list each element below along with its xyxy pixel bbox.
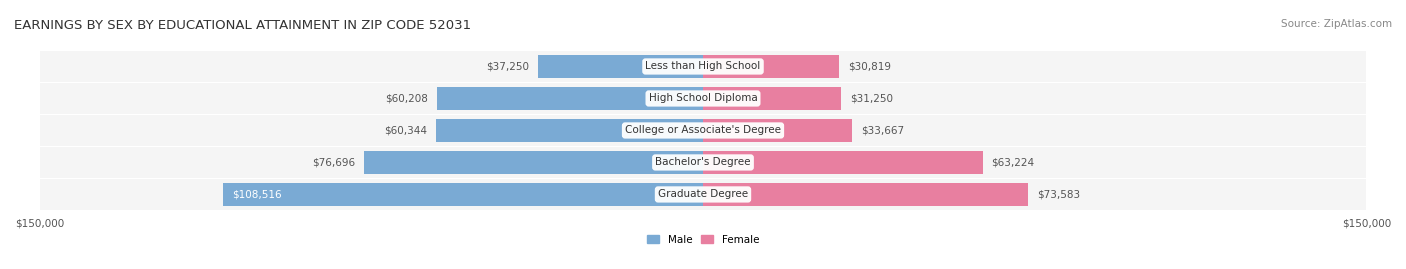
Bar <box>39 115 1367 146</box>
Text: $73,583: $73,583 <box>1038 189 1080 199</box>
Text: High School Diploma: High School Diploma <box>648 93 758 104</box>
Bar <box>39 83 1367 114</box>
Text: $60,208: $60,208 <box>385 93 427 104</box>
Text: Less than High School: Less than High School <box>645 62 761 72</box>
Bar <box>703 55 839 78</box>
Text: $37,250: $37,250 <box>486 62 530 72</box>
Text: $76,696: $76,696 <box>312 157 354 167</box>
Text: $60,344: $60,344 <box>384 125 427 136</box>
Text: $30,819: $30,819 <box>848 62 891 72</box>
Bar <box>703 87 841 110</box>
Bar <box>538 55 703 78</box>
Bar <box>437 87 703 110</box>
Text: Source: ZipAtlas.com: Source: ZipAtlas.com <box>1281 19 1392 29</box>
Bar <box>39 51 1367 82</box>
Bar <box>39 179 1367 210</box>
Bar <box>703 119 852 142</box>
Legend: Male, Female: Male, Female <box>647 235 759 245</box>
Bar <box>703 183 1028 206</box>
Bar <box>224 183 703 206</box>
Text: $33,667: $33,667 <box>860 125 904 136</box>
Text: $108,516: $108,516 <box>232 189 281 199</box>
Bar <box>39 147 1367 178</box>
Bar <box>436 119 703 142</box>
Text: Graduate Degree: Graduate Degree <box>658 189 748 199</box>
Bar <box>703 151 983 174</box>
Text: EARNINGS BY SEX BY EDUCATIONAL ATTAINMENT IN ZIP CODE 52031: EARNINGS BY SEX BY EDUCATIONAL ATTAINMEN… <box>14 19 471 32</box>
Text: $63,224: $63,224 <box>991 157 1035 167</box>
Text: $31,250: $31,250 <box>851 93 893 104</box>
Text: College or Associate's Degree: College or Associate's Degree <box>626 125 780 136</box>
Text: Bachelor's Degree: Bachelor's Degree <box>655 157 751 167</box>
Bar <box>364 151 703 174</box>
